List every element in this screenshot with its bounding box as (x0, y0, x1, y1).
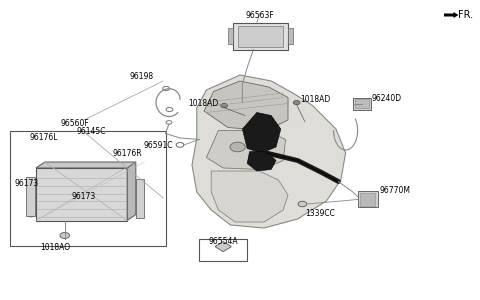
Text: 96563F: 96563F (246, 11, 275, 20)
Circle shape (27, 179, 35, 184)
Bar (228, 28, 233, 44)
Text: 96591C: 96591C (144, 141, 173, 150)
Circle shape (176, 142, 184, 147)
Bar (26, 177, 35, 216)
Text: 96560F: 96560F (60, 118, 89, 127)
Bar (355, 99, 369, 108)
Circle shape (60, 232, 70, 238)
Polygon shape (36, 162, 136, 168)
Bar (238, 26, 283, 46)
Polygon shape (206, 130, 286, 170)
Text: 96240D: 96240D (372, 94, 402, 103)
Circle shape (166, 107, 173, 112)
Text: 1018AD: 1018AD (188, 99, 218, 108)
Polygon shape (204, 81, 288, 130)
Text: 96198: 96198 (130, 72, 154, 81)
Circle shape (27, 212, 35, 217)
Text: 1339CC: 1339CC (305, 208, 335, 217)
Bar (199, 238, 247, 261)
Circle shape (136, 182, 143, 187)
Polygon shape (127, 162, 136, 220)
Circle shape (221, 103, 228, 108)
Circle shape (298, 201, 307, 207)
Circle shape (27, 196, 35, 200)
Bar (360, 193, 375, 206)
Text: 96176R: 96176R (113, 148, 143, 158)
Circle shape (136, 212, 143, 217)
Circle shape (136, 197, 143, 202)
Text: 1018AO: 1018AO (40, 243, 70, 252)
Polygon shape (242, 112, 281, 153)
Text: 96173: 96173 (72, 192, 96, 201)
Bar (233, 22, 288, 50)
Bar (136, 178, 144, 218)
Bar (36, 168, 127, 220)
Circle shape (293, 100, 300, 105)
Text: 96554A: 96554A (208, 237, 238, 246)
Circle shape (230, 142, 245, 152)
Text: 96173: 96173 (14, 178, 39, 188)
Text: FR.: FR. (458, 11, 474, 20)
Bar (288, 28, 293, 44)
Text: 96145C: 96145C (77, 128, 106, 136)
Bar (358, 191, 378, 207)
Polygon shape (211, 171, 288, 222)
Circle shape (163, 86, 169, 91)
Polygon shape (192, 75, 346, 228)
Polygon shape (444, 12, 458, 18)
Text: 1018AD: 1018AD (300, 95, 330, 104)
Text: 96770M: 96770M (379, 186, 410, 195)
Polygon shape (247, 152, 276, 171)
Bar (353, 98, 371, 110)
Circle shape (166, 121, 172, 124)
Polygon shape (215, 242, 231, 252)
Text: 96176L: 96176L (30, 134, 58, 142)
Bar (10, 130, 166, 246)
Circle shape (255, 145, 268, 152)
